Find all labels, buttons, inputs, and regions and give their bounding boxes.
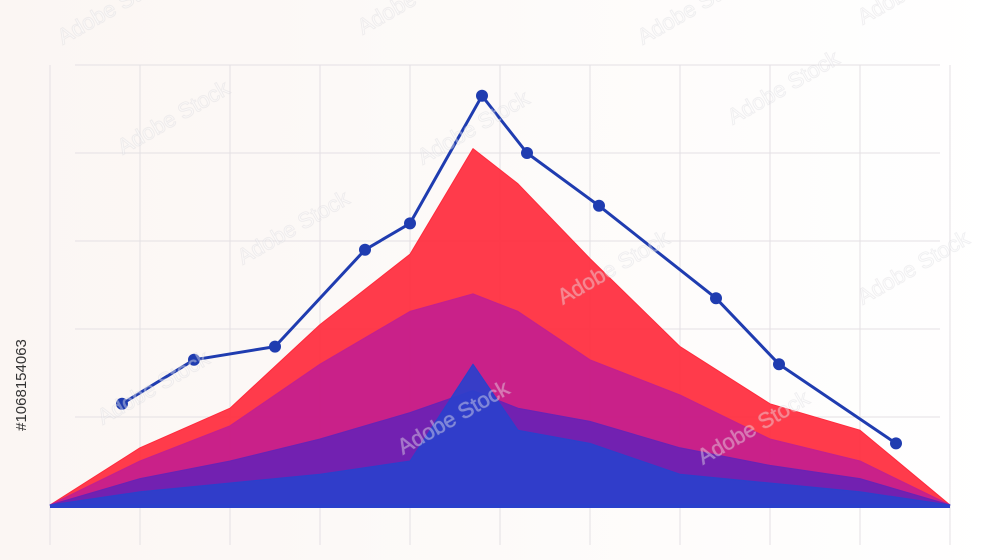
point bbox=[359, 243, 371, 256]
point bbox=[269, 340, 281, 353]
point bbox=[593, 199, 605, 212]
point bbox=[710, 292, 722, 305]
point bbox=[890, 437, 902, 450]
floor bbox=[50, 505, 950, 508]
image-id: #1068154063 bbox=[13, 339, 30, 431]
point bbox=[116, 397, 128, 410]
point bbox=[773, 358, 785, 371]
point bbox=[404, 217, 416, 230]
point bbox=[188, 353, 200, 366]
area bbox=[49, 363, 951, 506]
point bbox=[521, 147, 533, 159]
plot bbox=[49, 89, 951, 508]
point bbox=[476, 89, 488, 102]
